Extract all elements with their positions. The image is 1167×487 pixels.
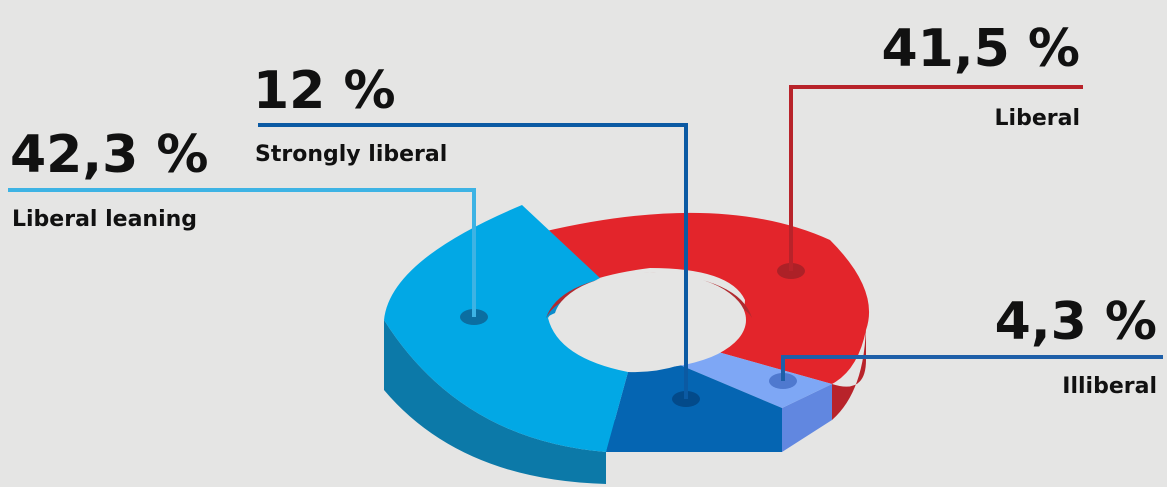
slice-strongly-liberal (606, 365, 782, 452)
value-liberal: 41,5 % (881, 19, 1080, 79)
leader-line-strongly-liberal (258, 123, 688, 399)
label-liberal-leaning: Liberal leaning (12, 207, 197, 232)
slice-side-liberal (832, 320, 866, 420)
leader-line-liberal-leaning (8, 188, 476, 317)
slice-liberal (542, 212, 870, 384)
slice-illiberal (680, 352, 832, 408)
value-strongly-liberal: 12 % (253, 61, 396, 121)
leader-line-liberal (789, 85, 1083, 271)
donut-hole (554, 272, 746, 368)
value-liberal-leaning: 42,3 % (10, 125, 209, 185)
value-illiberal: 4,3 % (995, 292, 1157, 352)
slice-side-liberal-leaning (384, 320, 606, 484)
slice-liberal-leaning (384, 205, 628, 452)
slice-side-illiberal (782, 384, 832, 452)
label-strongly-liberal: Strongly liberal (255, 142, 447, 167)
leader-line-illiberal (781, 355, 1163, 381)
label-illiberal: Illiberal (1062, 374, 1157, 399)
label-liberal: Liberal (995, 106, 1080, 131)
